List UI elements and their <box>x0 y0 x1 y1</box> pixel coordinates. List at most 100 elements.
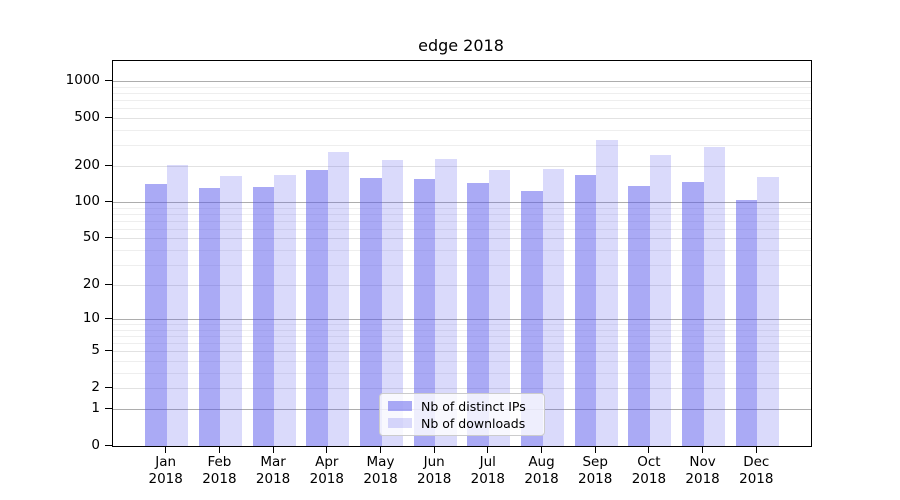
gridline <box>113 330 811 331</box>
gridline <box>113 129 811 131</box>
x-tick-mark <box>326 446 328 453</box>
x-tick-label-dec: Dec 2018 <box>739 454 774 487</box>
bar-feb-downloads <box>220 176 242 446</box>
bar-jul-downloads <box>488 170 511 446</box>
gridline <box>113 264 811 266</box>
bar-feb-distinct-ips <box>198 188 221 446</box>
bar-jun-distinct-ips <box>413 179 436 446</box>
gridline <box>113 108 811 110</box>
y-tick-label: 0 <box>91 437 100 453</box>
x-tick-label-oct: Oct 2018 <box>631 454 667 487</box>
gridline <box>113 86 811 88</box>
x-tick-mark <box>487 446 489 453</box>
y-tick-mark <box>105 164 112 166</box>
bar-apr-downloads <box>327 152 350 446</box>
gridline <box>113 207 811 209</box>
gridline <box>113 220 811 222</box>
y-tick-mark <box>105 237 112 239</box>
y-tick-label: 5 <box>91 342 100 359</box>
x-tick-mark <box>433 446 435 453</box>
legend-item-downloads: Nb of downloads <box>388 415 536 431</box>
bar-may-downloads <box>381 159 403 446</box>
gridline <box>113 319 811 321</box>
bar-sep-distinct-ips <box>574 174 597 446</box>
y-tick-label: 200 <box>74 156 100 173</box>
legend-item-distinct-ips: Nb of distinct IPs <box>388 398 536 414</box>
y-tick-label: 1000 <box>65 72 100 89</box>
y-tick-label: 20 <box>82 276 100 293</box>
y-tick-mark <box>105 350 112 352</box>
x-tick-mark <box>272 446 274 453</box>
y-tick-label: 50 <box>82 229 100 246</box>
x-tick-label-nov: Nov 2018 <box>685 454 720 487</box>
y-tick-mark <box>105 80 112 82</box>
legend: Nb of distinct IPs Nb of downloads <box>379 393 545 436</box>
gridline <box>113 285 811 287</box>
gridline <box>113 144 811 146</box>
legend-label-downloads: Nb of downloads <box>421 415 526 431</box>
y-tick-label: 1 <box>91 400 100 417</box>
y-tick-label: 10 <box>82 310 100 327</box>
x-tick-label-aug: Aug 2018 <box>524 454 559 487</box>
x-tick-label-jul: Jul 2018 <box>470 454 505 487</box>
gridline <box>113 324 811 326</box>
y-tick-mark <box>105 445 112 446</box>
x-tick-mark <box>594 446 596 453</box>
gridline <box>113 165 811 167</box>
x-tick-label-jun: Jun 2018 <box>417 454 452 487</box>
x-tick-label-feb: Feb 2018 <box>202 454 237 487</box>
plot-area: Nb of distinct IPs Nb of downloads <box>112 60 812 447</box>
bar-may-distinct-ips <box>360 178 382 446</box>
gridline <box>113 81 811 83</box>
bar-apr-distinct-ips <box>306 170 328 446</box>
gridline <box>113 117 811 119</box>
x-tick-mark <box>541 446 542 453</box>
gridline <box>113 343 811 345</box>
x-tick-mark <box>218 446 220 453</box>
bar-mar-downloads <box>274 174 296 446</box>
x-tick-label-jan: Jan 2018 <box>148 454 183 487</box>
x-tick-label-sep: Sep 2018 <box>578 454 613 487</box>
bar-jun-downloads <box>435 158 457 446</box>
y-tick-mark <box>105 318 112 320</box>
bar-jan-distinct-ips <box>145 183 167 446</box>
bar-nov-downloads <box>703 147 726 446</box>
gridline <box>113 249 811 251</box>
gridline <box>113 351 811 353</box>
y-tick-label: 100 <box>74 193 100 210</box>
bar-aug-distinct-ips <box>521 190 543 446</box>
y-tick-mark <box>105 201 112 203</box>
gridline <box>113 336 811 338</box>
gridline <box>113 100 811 101</box>
gridline <box>113 361 811 362</box>
chart-title: edge 2018 <box>418 36 504 55</box>
gridline <box>113 202 811 204</box>
legend-swatch-downloads <box>388 418 412 428</box>
bar-jan-downloads <box>166 164 189 446</box>
y-tick-mark <box>105 408 112 410</box>
x-tick-mark <box>648 446 650 453</box>
bar-nov-distinct-ips <box>682 181 704 446</box>
y-tick-mark <box>105 387 112 388</box>
bar-aug-downloads <box>542 168 564 446</box>
bar-mar-distinct-ips <box>252 186 275 446</box>
bar-oct-downloads <box>649 155 672 446</box>
gridline <box>113 92 811 94</box>
gridline <box>113 213 811 215</box>
bar-sep-downloads <box>596 139 618 446</box>
gridline <box>113 372 811 374</box>
y-tick-mark <box>105 116 112 118</box>
x-tick-label-may: May 2018 <box>363 454 398 487</box>
x-tick-label-mar: Mar 2018 <box>255 454 291 487</box>
x-tick-mark <box>380 446 381 453</box>
gridline <box>113 228 811 230</box>
legend-swatch-distinct-ips <box>388 401 412 411</box>
bar-oct-distinct-ips <box>628 185 650 446</box>
y-tick-label: 2 <box>91 379 100 395</box>
bar-dec-downloads <box>757 177 779 446</box>
x-tick-mark <box>755 446 757 453</box>
legend-label-distinct-ips: Nb of distinct IPs <box>421 398 526 414</box>
bar-jul-distinct-ips <box>467 182 489 446</box>
y-tick-label: 500 <box>74 108 100 125</box>
